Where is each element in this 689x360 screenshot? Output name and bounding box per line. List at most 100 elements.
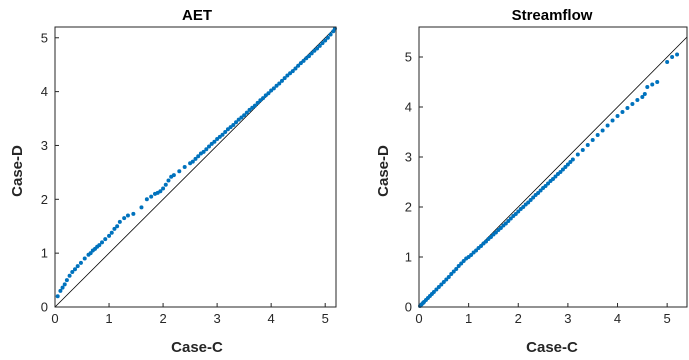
streamflow-point-39 <box>508 216 513 221</box>
aet-point-0 <box>55 294 60 299</box>
aet-xtick-label-4: 4 <box>268 311 275 326</box>
streamflow-point-20 <box>461 259 466 263</box>
aet-point-49 <box>212 139 217 144</box>
streamflow-point-41 <box>513 212 518 216</box>
aet-point-3 <box>62 282 67 287</box>
streamflow-title: Streamflow <box>512 7 593 24</box>
aet-point-41 <box>190 159 195 164</box>
aet-point-75 <box>282 76 287 81</box>
aet-xtick-label-5: 5 <box>322 311 329 326</box>
streamflow-point-42 <box>516 209 521 214</box>
streamflow-xtick-label-5: 5 <box>664 311 671 326</box>
aet-point-71 <box>271 86 276 91</box>
streamflow-point-62 <box>565 162 570 167</box>
aet-point-35 <box>166 178 171 183</box>
streamflow-point-82 <box>655 80 660 84</box>
aet-point-56 <box>231 123 236 127</box>
aet-point-39 <box>182 165 187 169</box>
aet-ytick-label-3: 3 <box>41 138 48 153</box>
aet-point-23 <box>117 219 122 224</box>
aet-point-89 <box>320 41 325 46</box>
streamflow-point-12 <box>441 280 446 284</box>
aet-points <box>55 26 337 299</box>
streamflow-point-14 <box>446 275 451 279</box>
streamflow-point-71 <box>605 123 610 128</box>
aet-title: AET <box>182 7 212 24</box>
streamflow-point-72 <box>610 118 615 123</box>
streamflow-point-76 <box>630 102 635 106</box>
aet-point-87 <box>315 46 320 51</box>
streamflow-point-23 <box>469 253 474 257</box>
aet-point-92 <box>328 32 333 37</box>
streamflow-point-19 <box>459 261 464 266</box>
aet-point-52 <box>220 132 225 137</box>
streamflow-point-33 <box>493 230 498 235</box>
aet-point-82 <box>301 58 306 63</box>
aet-point-8 <box>75 264 80 269</box>
aet-point-51 <box>217 134 222 139</box>
streamflow-point-67 <box>585 143 590 147</box>
streamflow-point-57 <box>553 174 558 179</box>
aet-point-24 <box>122 216 127 221</box>
aet-point-45 <box>201 149 206 154</box>
aet-point-63 <box>250 105 255 110</box>
aet-xlabel: Case-C <box>171 339 223 356</box>
aet-point-60 <box>242 113 247 118</box>
aet-ylabel: Case-D <box>9 145 26 197</box>
streamflow-point-8 <box>431 290 436 294</box>
aet-point-18 <box>103 237 108 242</box>
aet-point-58 <box>236 117 241 122</box>
streamflow-point-59 <box>558 170 563 174</box>
aet-point-83 <box>304 56 309 61</box>
streamflow-ytick-label-2: 2 <box>405 200 412 215</box>
streamflow-point-79 <box>642 92 647 96</box>
aet-point-27 <box>139 205 144 210</box>
streamflow-point-70 <box>600 128 605 133</box>
streamflow-point-50 <box>536 191 541 195</box>
streamflow-ytick-label-5: 5 <box>405 50 412 65</box>
aet-point-69 <box>266 91 271 96</box>
aet-point-32 <box>158 189 163 194</box>
streamflow-panel: Streamflow Case-C Case-D 0 1 2 3 4 5 0 1 2 3 4 5 <box>375 7 688 356</box>
aet-ytick-label-0: 0 <box>41 300 48 315</box>
streamflow-point-69 <box>595 133 600 137</box>
aet-point-38 <box>177 169 182 174</box>
streamflow-point-61 <box>563 165 568 169</box>
streamflow-ytick-label-0: 0 <box>405 300 412 315</box>
streamflow-point-31 <box>488 235 493 239</box>
streamflow-point-80 <box>645 85 650 89</box>
aet-point-70 <box>269 88 274 93</box>
aet-point-74 <box>279 78 284 83</box>
aet-point-4 <box>64 278 69 283</box>
streamflow-point-75 <box>625 106 630 110</box>
streamflow-point-65 <box>575 152 580 157</box>
aet-point-61 <box>244 110 249 115</box>
streamflow-point-73 <box>615 114 620 118</box>
aet-point-91 <box>325 35 330 40</box>
aet-point-62 <box>247 107 252 112</box>
aet-xtick-label-0: 0 <box>51 311 58 326</box>
streamflow-point-27 <box>479 244 484 248</box>
aet-point-7 <box>72 267 77 272</box>
aet-point-72 <box>274 83 279 88</box>
streamflow-point-38 <box>506 219 511 223</box>
aet-point-78 <box>290 69 295 74</box>
aet-point-54 <box>225 127 230 132</box>
aet-point-25 <box>125 213 130 218</box>
streamflow-point-56 <box>551 177 555 181</box>
streamflow-point-54 <box>546 181 551 186</box>
streamflow-point-44 <box>521 205 526 209</box>
aet-point-85 <box>309 51 314 56</box>
streamflow-xlabel: Case-C <box>526 339 578 356</box>
aet-point-12 <box>88 251 93 256</box>
aet-point-47 <box>207 144 212 149</box>
aet-xtick-label-2: 2 <box>159 311 166 326</box>
aet-point-1 <box>58 288 63 293</box>
aet-point-48 <box>209 141 214 146</box>
aet-point-43 <box>196 154 201 159</box>
aet-point-73 <box>277 81 282 86</box>
aet-point-86 <box>312 48 317 53</box>
streamflow-point-16 <box>451 269 456 274</box>
aet-point-34 <box>163 182 168 187</box>
streamflow-point-85 <box>675 52 680 57</box>
